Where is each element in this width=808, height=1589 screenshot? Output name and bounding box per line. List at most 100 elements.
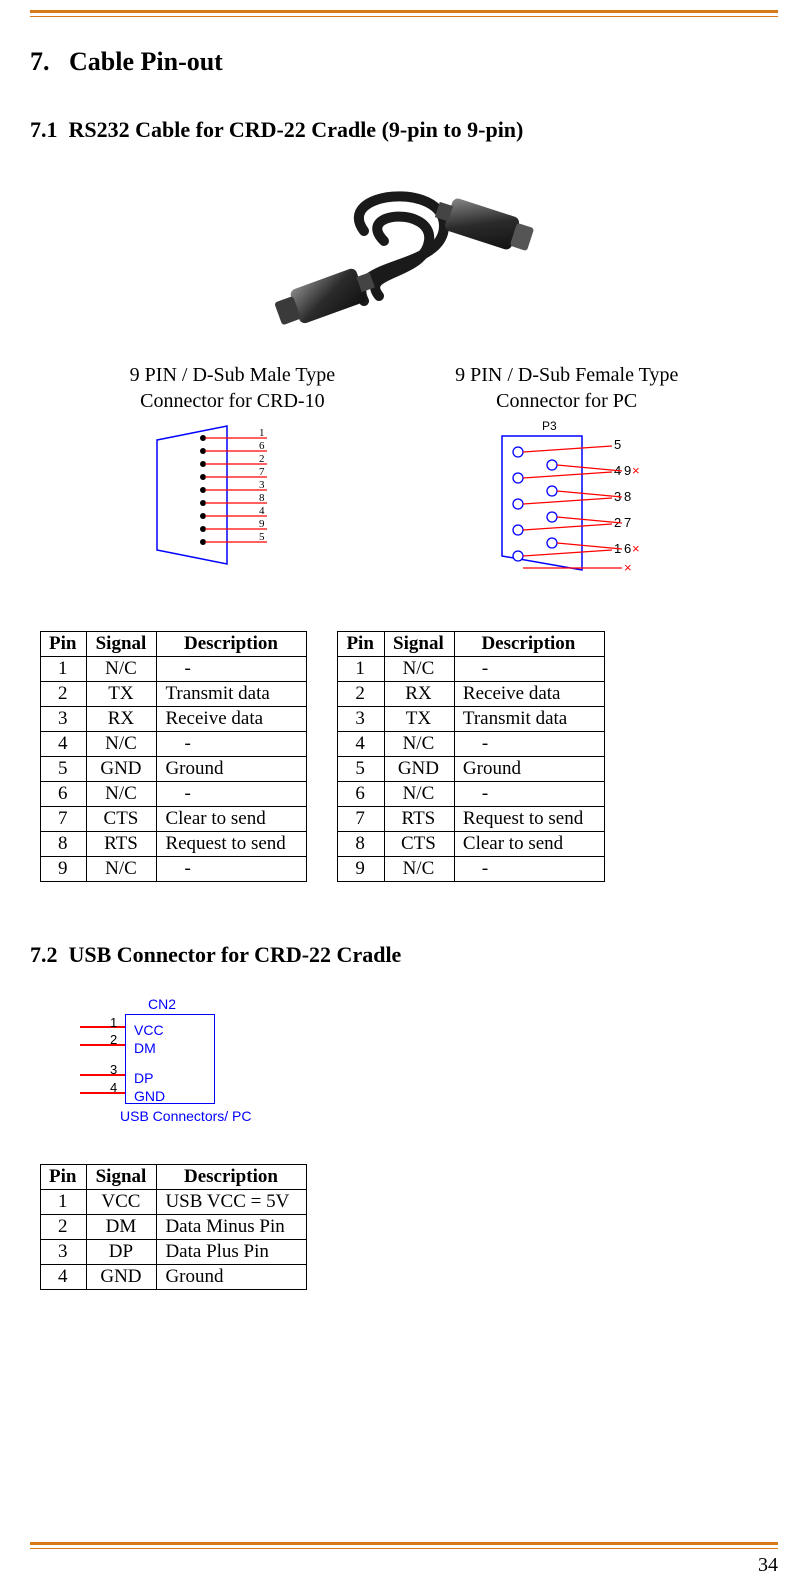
signal-cell: CTS: [384, 832, 454, 857]
svg-text:9: 9: [624, 463, 631, 478]
desc-cell: -: [157, 782, 307, 807]
table-row: 2 DM Data Minus Pin: [41, 1215, 307, 1240]
connector-right-label: 9 PIN / D-Sub Female Type Connector for …: [455, 362, 678, 414]
signal-cell: RX: [384, 682, 454, 707]
pin-cell: 5: [41, 757, 87, 782]
subsection-number: 7.1: [30, 117, 58, 142]
female-connector-diagram: P3543219×876××: [472, 420, 662, 580]
male-connector-diagram: 162738495: [147, 420, 317, 570]
desc-cell: Clear to send: [454, 832, 604, 857]
svg-text:9: 9: [259, 518, 265, 530]
svg-text:8: 8: [259, 492, 265, 504]
signal-cell: VCC: [87, 1190, 157, 1215]
usb-box: VCC DM DP GND: [125, 1014, 215, 1104]
svg-text:2: 2: [259, 453, 265, 465]
svg-text:5: 5: [259, 531, 265, 543]
usb-header: CN2: [148, 996, 280, 1012]
pin-cell: 1: [41, 657, 87, 682]
table-row: 6 N/C -: [338, 782, 604, 807]
connector-right-line1: 9 PIN / D-Sub Female Type: [455, 364, 678, 386]
table-row: 1 N/C -: [41, 657, 307, 682]
svg-text:1: 1: [259, 427, 265, 439]
table-row: 7 CTS Clear to send: [41, 807, 307, 832]
svg-text:P3: P3: [542, 420, 557, 433]
desc-cell: -: [157, 657, 307, 682]
signal-cell: N/C: [384, 782, 454, 807]
desc-cell: -: [454, 782, 604, 807]
table-row: 1 VCC USB VCC = 5V: [41, 1190, 307, 1215]
subsection-title: RS232 Cable for CRD-22 Cradle (9-pin to …: [69, 117, 524, 142]
pin-cell: 9: [338, 857, 384, 882]
signal-cell: DM: [87, 1215, 157, 1240]
signal-cell: TX: [87, 682, 157, 707]
pin-cell: 6: [338, 782, 384, 807]
signal-cell: GND: [87, 757, 157, 782]
table-row: 3 TX Transmit data: [338, 707, 604, 732]
desc-cell: Ground: [157, 757, 307, 782]
signal-cell: GND: [87, 1265, 157, 1290]
pin-cell: 4: [41, 1265, 87, 1290]
usb-diagram: CN2 VCC DM DP GND 1 2 3 4 USB Connectors…: [80, 996, 280, 1124]
desc-cell: Request to send: [157, 832, 307, 857]
usb-pin1-num: 1: [110, 1015, 117, 1030]
svg-text:3: 3: [259, 479, 265, 491]
pin-cell: 6: [41, 782, 87, 807]
usb-pin4-label: GND: [134, 1087, 214, 1105]
table-row: 5 GND Ground: [41, 757, 307, 782]
table-row: 4 GND Ground: [41, 1265, 307, 1290]
pin-cell: 8: [41, 832, 87, 857]
desc-cell: Receive data: [454, 682, 604, 707]
table-row: 5 GND Ground: [338, 757, 604, 782]
usb-pin4-num: 4: [110, 1080, 117, 1095]
table-row: 1 N/C -: [338, 657, 604, 682]
connector-right: 9 PIN / D-Sub Female Type Connector for …: [455, 362, 678, 585]
desc-cell: Receive data: [157, 707, 307, 732]
connector-left: 9 PIN / D-Sub Male Type Connector for CR…: [130, 362, 335, 585]
subsection2-title: USB Connector for CRD-22 Cradle: [69, 942, 402, 967]
usb-pin2-num: 2: [110, 1032, 117, 1047]
pin-cell: 4: [41, 732, 87, 757]
signal-cell: CTS: [87, 807, 157, 832]
svg-text:5: 5: [614, 437, 621, 452]
table-row: 8 RTS Request to send: [41, 832, 307, 857]
usb-pin3-num: 3: [110, 1062, 117, 1077]
table-row: 9 N/C -: [41, 857, 307, 882]
table-row: 2 RX Receive data: [338, 682, 604, 707]
subsection-7-2: 7.2 USB Connector for CRD-22 Cradle: [30, 942, 778, 968]
table-row: 9 N/C -: [338, 857, 604, 882]
table-row: 8 CTS Clear to send: [338, 832, 604, 857]
cable-photo: [30, 171, 778, 356]
signal-cell: N/C: [87, 782, 157, 807]
pin-cell: 4: [338, 732, 384, 757]
pin-table-left: PinSignalDescription 1 N/C - 2 TX Transm…: [40, 631, 307, 882]
bottom-rule: [30, 1542, 778, 1549]
svg-text:7: 7: [259, 466, 265, 478]
connector-left-label: 9 PIN / D-Sub Male Type Connector for CR…: [130, 362, 335, 414]
usb-pin2-label: DM: [134, 1039, 214, 1057]
desc-cell: Ground: [157, 1265, 307, 1290]
section-number: 7.: [30, 47, 50, 76]
svg-text:6: 6: [259, 440, 265, 452]
pin-cell: 8: [338, 832, 384, 857]
table-row: 7 RTS Request to send: [338, 807, 604, 832]
table-row: 4 N/C -: [338, 732, 604, 757]
pin-cell: 9: [41, 857, 87, 882]
desc-cell: Request to send: [454, 807, 604, 832]
table-row: 2 TX Transmit data: [41, 682, 307, 707]
pin-cell: 3: [338, 707, 384, 732]
table-row: 6 N/C -: [41, 782, 307, 807]
desc-cell: -: [157, 732, 307, 757]
pin-cell: 2: [338, 682, 384, 707]
pin-tables: PinSignalDescription 1 N/C - 2 TX Transm…: [40, 631, 778, 882]
usb-pin3-label: DP: [134, 1069, 214, 1087]
svg-text:6: 6: [624, 541, 631, 556]
pin-cell: 7: [338, 807, 384, 832]
signal-cell: N/C: [384, 657, 454, 682]
pin-cell: 2: [41, 1215, 87, 1240]
connector-left-line1: 9 PIN / D-Sub Male Type: [130, 364, 335, 386]
desc-cell: -: [454, 857, 604, 882]
desc-cell: Clear to send: [157, 807, 307, 832]
signal-cell: GND: [384, 757, 454, 782]
table-row: 3 RX Receive data: [41, 707, 307, 732]
pin-cell: 3: [41, 1240, 87, 1265]
